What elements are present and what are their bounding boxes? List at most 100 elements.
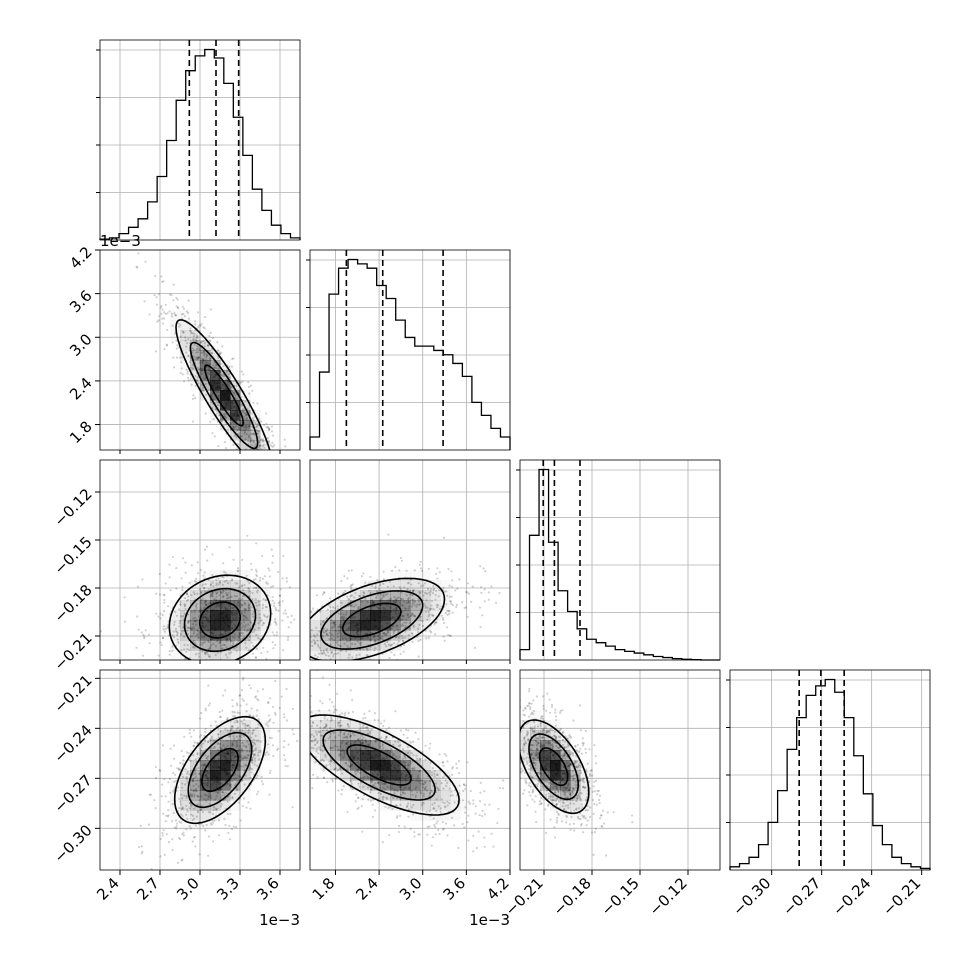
scatter-point (254, 601, 258, 604)
scatter-point (243, 783, 246, 786)
scatter-point (206, 354, 209, 358)
scatter-point (370, 799, 373, 802)
scatter-point (464, 784, 467, 787)
scatter-point (294, 530, 296, 532)
density-cell (390, 800, 401, 811)
scatter-point (370, 788, 373, 792)
density-cell (250, 630, 261, 641)
scatter-point (317, 730, 320, 734)
scatter-point (359, 723, 362, 726)
scatter-point (370, 780, 373, 783)
scatter-point (338, 721, 341, 725)
scatter-point (269, 476, 271, 478)
scatter-point (140, 631, 143, 634)
scatter-point (442, 635, 445, 638)
scatter-point (212, 821, 215, 824)
scatter-point (351, 583, 354, 586)
scatter-point (413, 615, 416, 618)
scatter-point (166, 312, 169, 315)
density-cell (200, 350, 211, 361)
scatter-point (331, 778, 334, 781)
scatter-point (241, 779, 244, 783)
scatter-point (322, 630, 325, 634)
scatter-point (383, 642, 386, 646)
density-cell (200, 740, 211, 751)
scatter-point (193, 777, 196, 780)
scatter-point (226, 597, 229, 600)
scatter-point (252, 464, 254, 466)
scatter-point (326, 651, 329, 654)
scatter-point (199, 752, 202, 755)
scatter-point (450, 570, 453, 573)
scatter-point (416, 630, 420, 634)
scatter-point (427, 615, 430, 618)
scatter-point (194, 775, 198, 778)
scatter-point (169, 747, 172, 750)
scatter-point (426, 618, 429, 621)
scatter-point (231, 710, 234, 714)
scatter-point (138, 672, 140, 674)
scatter-point (247, 440, 250, 443)
scatter-point (243, 621, 246, 624)
scatter-point (135, 646, 138, 649)
scatter-point (244, 400, 247, 403)
scatter-point (211, 574, 214, 577)
scatter-point (176, 861, 179, 865)
density-cell (340, 640, 351, 651)
scatter-point (362, 717, 365, 720)
scatter-point (416, 774, 420, 778)
scatter-point (467, 800, 470, 804)
scatter-point (356, 770, 359, 774)
density-cell (380, 590, 391, 601)
scatter-point (442, 776, 445, 779)
scatter-point (195, 767, 198, 770)
scatter-point (204, 382, 208, 385)
scatter-point (296, 642, 298, 644)
scatter-point (407, 607, 410, 610)
scatter-point (177, 768, 180, 771)
scatter-point (463, 826, 466, 829)
scatter-point (384, 737, 387, 741)
scatter-point (340, 753, 343, 756)
scatter-point (196, 628, 199, 632)
scatter-point (197, 636, 200, 639)
scatter-point (380, 722, 383, 725)
scatter-point (141, 654, 145, 657)
scatter-point (381, 638, 384, 641)
scatter-point (267, 451, 269, 453)
scatter-point (364, 598, 367, 601)
scatter-point (184, 336, 187, 339)
scatter-point (320, 652, 323, 655)
scatter-point (135, 265, 138, 268)
scatter-point (495, 601, 498, 605)
scatter-point (265, 657, 268, 660)
scatter-point (267, 714, 271, 717)
scatter-panel-2-1 (296, 459, 511, 661)
scatter-point (446, 804, 449, 807)
scatter-point (409, 827, 412, 831)
density-cell (340, 770, 351, 781)
scatter-point (181, 797, 184, 800)
density-cell (460, 790, 471, 801)
scatter-point (415, 779, 418, 782)
scatter-point (257, 455, 259, 457)
scatter-point (200, 683, 202, 685)
scatter-point (422, 802, 425, 805)
scatter-point (399, 652, 402, 656)
scatter-point (237, 748, 240, 751)
scatter-point (174, 819, 178, 822)
scatter-point (420, 804, 423, 807)
scatter-point (258, 694, 260, 696)
scatter-point (461, 799, 465, 802)
scatter-point (249, 627, 252, 631)
scatter-point (244, 764, 248, 767)
density-cell (210, 610, 221, 621)
scatter-point (250, 440, 253, 443)
scatter-point (394, 740, 397, 743)
scatter-point (347, 597, 351, 600)
density-cell (180, 780, 191, 791)
scatter-point (184, 604, 187, 607)
scatter-point (225, 592, 228, 595)
scatter-point (436, 577, 439, 580)
scatter-point (216, 685, 218, 687)
